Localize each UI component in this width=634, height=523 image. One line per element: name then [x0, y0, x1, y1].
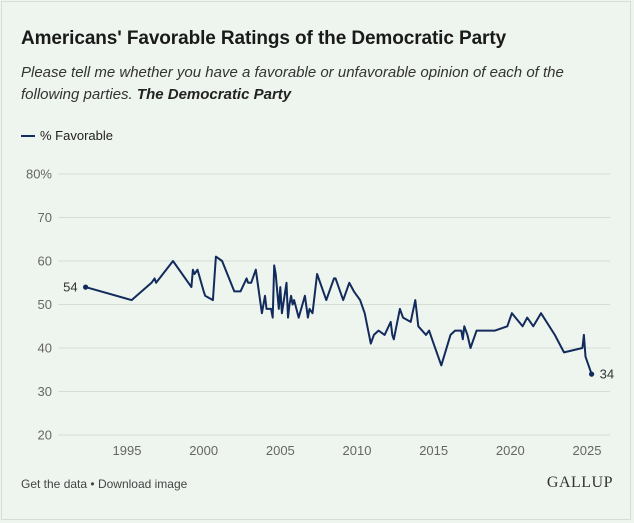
- x-tick-label-2005: 2005: [266, 443, 295, 458]
- y-tick-label-80: 80%: [26, 167, 52, 182]
- x-tick-label-2000: 2000: [189, 443, 218, 458]
- gridlines: [58, 173, 610, 436]
- get-data-link[interactable]: Get the data: [21, 477, 88, 491]
- x-tick-label-2010: 2010: [343, 443, 372, 458]
- y-tick-label-40: 40: [38, 341, 52, 356]
- data-label-start: 54: [63, 280, 77, 295]
- chart-legend: % Favorable: [21, 128, 113, 143]
- chart-title: Americans' Favorable Ratings of the Demo…: [21, 28, 507, 49]
- chart-subtitle: Please tell me whether you have a favora…: [21, 62, 621, 106]
- download-image-link[interactable]: Download image: [97, 477, 188, 491]
- y-tick-label-30: 30: [38, 384, 52, 399]
- favorable-series-line: [85, 255, 593, 375]
- x-tick-label-2025: 2025: [573, 443, 602, 458]
- y-tick-label-20: 20: [38, 428, 52, 443]
- x-tick-label-2020: 2020: [496, 443, 525, 458]
- y-axis-ticks: 20 30 40 50 60 70 80%: [26, 167, 52, 443]
- y-tick-label-70: 70: [38, 210, 52, 225]
- legend-label: % Favorable: [40, 128, 113, 143]
- subtitle-question: Please tell me whether you have a favora…: [21, 64, 564, 103]
- series-markers: [83, 284, 595, 377]
- x-axis-ticks: 1995 2000 2005 2010 2015 2020 2025: [113, 443, 602, 458]
- footer-separator: •: [90, 477, 95, 491]
- legend-line-swatch: [21, 134, 35, 137]
- y-tick-label-50: 50: [38, 297, 52, 312]
- data-label-end: 34: [600, 367, 614, 382]
- end-labels: 54 34: [63, 280, 614, 382]
- endpoint-marker-end: [589, 371, 595, 377]
- x-tick-label-1995: 1995: [113, 443, 142, 458]
- x-tick-label-2015: 2015: [419, 443, 448, 458]
- gallup-logo: GALLUP: [546, 474, 613, 491]
- subtitle-party: The Democratic Party: [136, 86, 292, 103]
- endpoint-marker-start: [83, 284, 89, 290]
- footer-links: Get the data • Download image: [21, 477, 187, 491]
- y-tick-label-60: 60: [38, 254, 52, 269]
